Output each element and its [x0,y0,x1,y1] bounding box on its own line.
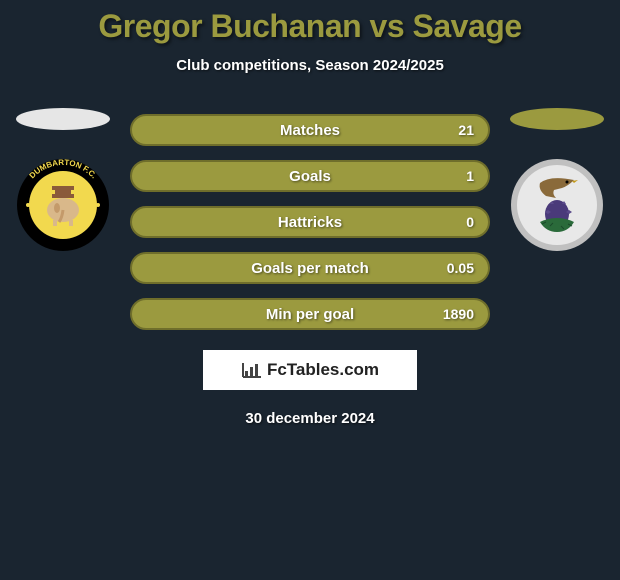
stat-label: Goals per match [251,260,369,277]
stat-row-min-per-goal: Min per goal 1890 [130,298,490,330]
stat-row-hattricks: Hattricks 0 [130,206,490,238]
stat-row-goals-per-match: Goals per match 0.05 [130,252,490,284]
stat-label: Min per goal [266,306,354,323]
chart-icon [241,361,263,379]
player-left-disc [16,108,110,130]
brand-box[interactable]: FcTables.com [203,350,417,390]
subtitle: Club competitions, Season 2024/2025 [176,57,444,74]
stat-right-value: 21 [458,122,474,138]
club-badge-left: DUMBARTON F.C. [16,158,110,252]
stat-label: Matches [280,122,340,139]
dumbarton-badge-icon: DUMBARTON F.C. [16,158,110,252]
stats-column: Matches 21 Goals 1 Hattricks 0 Goals per… [130,106,490,330]
stat-row-goals: Goals 1 [130,160,490,192]
stat-label: Goals [289,168,331,185]
player-left-column: DUMBARTON F.C. [8,106,118,252]
inverness-badge-icon [510,158,604,252]
player-right-disc [510,108,604,130]
stat-right-value: 0 [466,214,474,230]
stat-right-value: 1890 [443,306,474,322]
page-title: Gregor Buchanan vs Savage [98,8,521,45]
stat-right-value: 0.05 [447,260,474,276]
brand-text: FcTables.com [267,360,379,380]
date-text: 30 december 2024 [245,410,374,427]
player-right-column [502,106,612,252]
club-badge-right [510,158,604,252]
stat-right-value: 1 [466,168,474,184]
stat-label: Hattricks [278,214,342,231]
stat-row-matches: Matches 21 [130,114,490,146]
comparison-area: DUMBARTON F.C. Matches 21 Goals 1 Hattri… [0,106,620,330]
